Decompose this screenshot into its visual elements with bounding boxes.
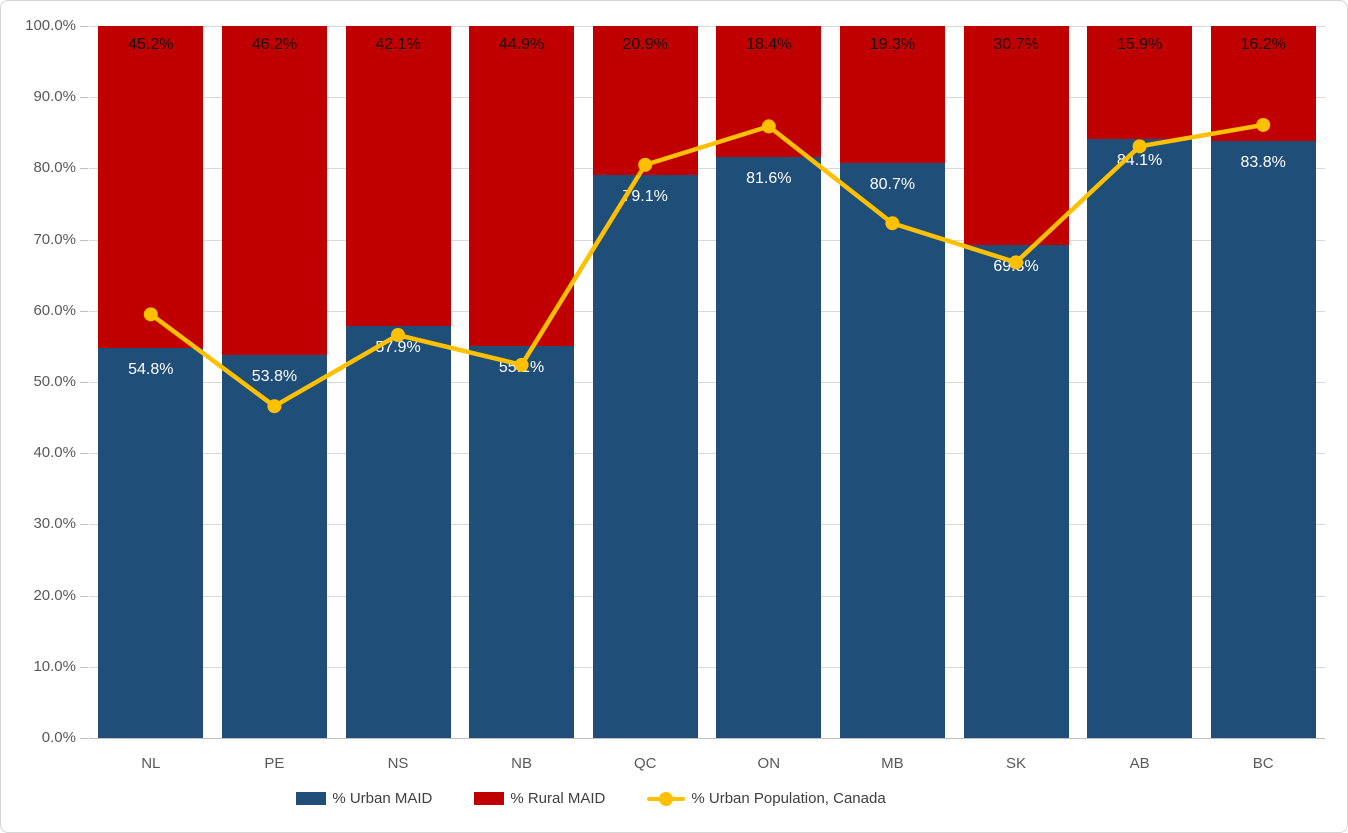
rural-maid-bar-segment: 15.9%	[1087, 26, 1193, 140]
gridline	[89, 524, 1325, 526]
urban-maid-data-label: 80.7%	[869, 176, 916, 194]
y-axis-tick	[80, 595, 88, 597]
y-axis-tick-label: 10.0%	[33, 657, 76, 675]
y-axis-tick-label: 30.0%	[33, 515, 76, 533]
x-axis-category-label: SK	[1005, 755, 1026, 772]
rural-maid-data-label: 42.1%	[375, 36, 421, 53]
y-axis-tick	[80, 453, 88, 455]
urban-maid-data-label: 84.1%	[1116, 152, 1163, 170]
x-axis-category-label: NB	[511, 755, 533, 772]
gridline	[89, 453, 1325, 455]
rural-maid-swatch-icon	[474, 792, 505, 805]
x-axis-category-label: NS	[387, 755, 409, 772]
y-axis-tick	[80, 239, 88, 241]
x-axis-category-label: AB	[1129, 755, 1150, 772]
x-axis-line	[89, 738, 1325, 739]
rural-maid-bar-segment: 16.2%	[1210, 26, 1316, 142]
urban-maid-bar-segment: 80.7%	[839, 163, 945, 738]
rural-maid-bar-segment: 44.9%	[469, 26, 575, 346]
urban-maid-data-label: 79.1%	[622, 187, 668, 205]
y-axis-tick-label: 50.0%	[33, 373, 76, 390]
urban-maid-bar-segment: 79.1%	[592, 174, 698, 738]
rural-maid-bar-segment: 19.3%	[839, 26, 945, 164]
gridline	[89, 595, 1325, 597]
y-axis-tick-label: 60.0%	[33, 301, 76, 319]
rural-maid-bar-segment: 20.9%	[592, 26, 698, 175]
rural-maid-bar-segment: 30.7%	[963, 26, 1069, 245]
gridline	[89, 666, 1325, 668]
y-axis-tick-label: 40.0%	[33, 444, 76, 462]
legend-item-urban-population: % Urban Population, Canada	[647, 790, 886, 807]
urban-maid-bar-segment: 55.1%	[469, 345, 575, 738]
legend-label-rural-maid: % Rural MAID	[510, 790, 606, 807]
y-axis-tick	[80, 382, 88, 383]
urban-maid-bar-segment: 84.1%	[1087, 139, 1193, 738]
y-axis-tick-label: 0.0%	[41, 729, 76, 746]
x-axis-category-label: MB	[881, 755, 904, 772]
urban-maid-bar-segment: 83.8%	[1210, 141, 1316, 738]
legend-item-urban-maid: % Urban MAID	[296, 790, 432, 807]
x-axis-category-label: ON	[757, 755, 781, 772]
rural-maid-data-label: 20.9%	[622, 36, 668, 53]
y-axis-tick	[80, 168, 88, 170]
legend-label-urban-population: % Urban Population, Canada	[691, 790, 886, 807]
x-axis-category-label: NL	[141, 755, 161, 772]
urban-population-line-swatch-icon	[647, 791, 686, 806]
legend-item-rural-maid: % Rural MAID	[474, 790, 605, 807]
urban-maid-data-label: 69.3%	[993, 257, 1039, 275]
y-axis-tick-label: 80.0%	[33, 159, 76, 177]
urban-maid-bar-segment: 69.3%	[963, 244, 1069, 738]
rural-maid-bar-segment: 18.4%	[716, 26, 822, 157]
urban-maid-data-label: 54.8%	[128, 360, 174, 378]
urban-maid-bar-segment: 57.9%	[345, 325, 451, 738]
urban-maid-data-label: 81.6%	[746, 170, 792, 187]
rural-maid-data-label: 44.9%	[498, 36, 545, 53]
rural-maid-data-label: 19.3%	[869, 36, 916, 53]
urban-maid-bar-segment: 54.8%	[98, 347, 204, 738]
urban-maid-data-label: 53.8%	[251, 367, 298, 385]
legend-label-urban-maid: % Urban MAID	[332, 790, 433, 807]
y-axis-tick-label: 90.0%	[33, 88, 76, 106]
rural-maid-data-label: 15.9%	[1116, 36, 1163, 53]
rural-maid-data-label: 18.4%	[746, 36, 792, 53]
legend: % Urban MAID % Rural MAID % Urban Popula…	[1, 790, 1181, 807]
rural-maid-data-label: 16.2%	[1240, 36, 1286, 53]
y-axis-tick	[80, 26, 88, 27]
y-axis-tick	[80, 666, 88, 668]
y-axis-tick-label: 20.0%	[33, 586, 76, 604]
gridline	[89, 26, 1325, 27]
rural-maid-bar-segment: 46.2%	[221, 26, 327, 355]
x-axis-category-label: QC	[633, 755, 657, 772]
y-axis-tick	[80, 97, 88, 99]
urban-maid-data-label: 83.8%	[1240, 154, 1286, 172]
rural-maid-bar-segment: 45.2%	[98, 26, 204, 348]
y-axis-tick	[80, 524, 88, 526]
rural-maid-bar-segment: 42.1%	[345, 26, 451, 326]
y-axis-tick-label: 70.0%	[33, 230, 76, 248]
rural-maid-data-label: 30.7%	[993, 36, 1039, 53]
y-axis-tick	[80, 310, 88, 312]
rural-maid-data-label: 45.2%	[128, 36, 174, 53]
urban-maid-data-label: 55.1%	[498, 358, 545, 376]
urban-maid-swatch-icon	[296, 792, 327, 805]
x-axis-category-label: BC	[1252, 755, 1274, 772]
y-axis-tick-label: 100.0%	[25, 17, 76, 34]
rural-maid-data-label: 46.2%	[251, 36, 298, 53]
urban-maid-bar-segment: 53.8%	[221, 354, 327, 738]
urban-maid-bar-segment: 81.6%	[716, 157, 822, 738]
x-axis-category-label: PE	[264, 755, 285, 772]
urban-maid-data-label: 57.9%	[375, 338, 421, 356]
gridline	[89, 97, 1325, 99]
y-axis-tick	[80, 738, 88, 739]
